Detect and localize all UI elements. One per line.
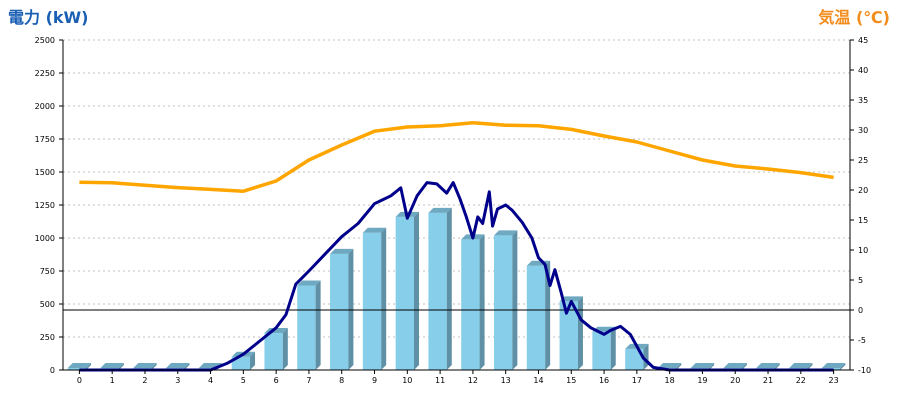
x-tick-label: 23	[829, 376, 839, 385]
left-tick-label: 250	[40, 333, 55, 342]
bar	[297, 280, 321, 370]
left-tick-label: 500	[40, 300, 55, 309]
right-tick-label: 5	[858, 276, 863, 285]
x-tick-label: 22	[796, 376, 806, 385]
x-tick-label: 7	[306, 376, 311, 385]
bar	[461, 234, 485, 370]
bar	[264, 328, 288, 370]
left-tick-label: 2000	[35, 102, 55, 111]
x-tick-label: 0	[77, 376, 82, 385]
right-tick-label: 20	[858, 186, 868, 195]
temperature-line	[79, 121, 834, 193]
x-tick-label: 6	[274, 376, 279, 385]
x-tick-label: 14	[533, 376, 543, 385]
x-tick-label: 20	[730, 376, 740, 385]
x-tick-label: 8	[339, 376, 344, 385]
right-tick-label: -5	[858, 336, 866, 345]
x-tick-label: 3	[175, 376, 180, 385]
right-tick-label: 15	[858, 216, 868, 225]
bar	[395, 211, 419, 370]
right-tick-label: 10	[858, 246, 868, 255]
bar	[231, 351, 256, 370]
left-tick-labels: 0 250 500 750 1000 1250 1500 1750 2000 2250 2500	[35, 36, 63, 375]
x-tick-label: 10	[402, 376, 412, 385]
x-tick-label: 17	[632, 376, 642, 385]
bar	[428, 207, 452, 370]
bar	[362, 227, 387, 370]
right-axis-title: 気温 (℃)	[818, 8, 890, 27]
x-tick-label: 12	[468, 376, 478, 385]
x-tick-label: 9	[372, 376, 377, 385]
x-tick-labels: 0 1 2 3 4 5 6 7 8 9 10 11 12 13 14 15 16 17 18 19 20 21 22 23	[77, 370, 839, 385]
x-tick-label: 19	[697, 376, 707, 385]
axes	[62, 40, 851, 371]
bar	[559, 296, 583, 370]
bar	[330, 248, 354, 370]
bar	[494, 230, 518, 370]
x-tick-label: 16	[599, 376, 609, 385]
left-tick-label: 1750	[35, 135, 55, 144]
right-tick-label: -10	[858, 366, 871, 375]
x-tick-label: 15	[566, 376, 576, 385]
right-tick-label: 40	[858, 66, 868, 75]
left-tick-label: 1500	[35, 168, 55, 177]
x-tick-label: 1	[110, 376, 115, 385]
x-tick-label: 11	[435, 376, 445, 385]
right-tick-label: 30	[858, 126, 868, 135]
x-tick-label: 21	[763, 376, 773, 385]
right-tick-label: 25	[858, 156, 868, 165]
right-tick-label: 35	[858, 96, 868, 105]
power-bars	[67, 207, 846, 370]
grid-lines	[63, 39, 850, 371]
left-tick-label: 2500	[35, 36, 55, 45]
left-tick-label: 1250	[35, 201, 55, 210]
series-lines	[79, 121, 834, 372]
bar	[67, 363, 92, 370]
left-tick-label: 0	[50, 366, 55, 375]
left-tick-label: 1000	[35, 234, 55, 243]
power-line	[79, 181, 834, 372]
x-tick-label: 13	[501, 376, 511, 385]
left-axis-title: 電力 (kW)	[8, 8, 89, 27]
x-tick-label: 5	[241, 376, 246, 385]
left-tick-label: 2250	[35, 69, 55, 78]
right-tick-labels: -10 -5 0 5 10 15 20 25 30 35 40 45	[850, 36, 871, 375]
right-tick-label: 0	[858, 306, 863, 315]
x-tick-label: 2	[142, 376, 147, 385]
right-tick-label: 45	[858, 36, 868, 45]
left-tick-label: 750	[40, 267, 55, 276]
x-tick-label: 18	[665, 376, 675, 385]
x-tick-label: 4	[208, 376, 213, 385]
